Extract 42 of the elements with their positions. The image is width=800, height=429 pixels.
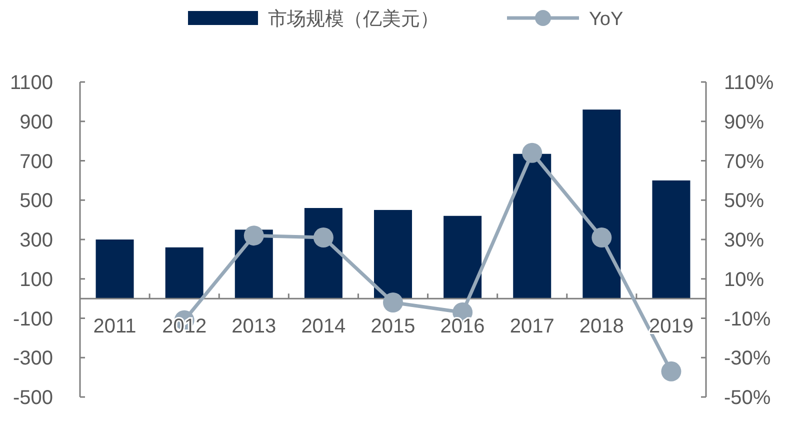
bar xyxy=(513,154,552,299)
y-tick-label: 1100 xyxy=(10,72,53,94)
legend-label: 市场规模（亿美元） xyxy=(268,8,439,30)
bar xyxy=(165,247,204,299)
point xyxy=(313,228,334,248)
point xyxy=(592,228,612,248)
y2-tick-label: -10% xyxy=(724,308,771,330)
point xyxy=(244,226,264,246)
point xyxy=(383,292,403,312)
y2-tick-label: 90% xyxy=(724,111,764,134)
y-tick-label: -500 xyxy=(12,387,53,409)
y2-tick-label: 10% xyxy=(724,268,764,291)
legend-label: YoY xyxy=(589,9,624,30)
y-tick-label: 900 xyxy=(20,111,53,134)
x-tick-label: 2015 xyxy=(370,316,416,338)
y2-tick-label: 70% xyxy=(724,150,764,173)
point xyxy=(661,361,682,382)
point xyxy=(522,142,542,163)
bar xyxy=(96,240,134,299)
bar xyxy=(652,180,690,299)
x-tick-label: 2016 xyxy=(440,316,485,338)
x-tick-label: 2011 xyxy=(93,316,136,338)
y2-tick-label: 110% xyxy=(724,72,774,94)
y-tick-label: 300 xyxy=(20,230,53,252)
bar xyxy=(582,110,621,299)
y-tick-label: 700 xyxy=(20,150,53,173)
y-tick-label: -100 xyxy=(12,308,53,330)
x-tick-label: 2018 xyxy=(579,316,624,338)
x-tick-label: 2013 xyxy=(232,316,276,338)
x-tick-label: 2014 xyxy=(301,316,346,338)
x-tick-label: 2017 xyxy=(510,316,554,338)
y2-tick-label: 30% xyxy=(724,230,764,252)
bar xyxy=(444,216,482,299)
y2-tick-label: -30% xyxy=(724,348,771,370)
y2-tick-label: 50% xyxy=(724,190,764,212)
y-tick-label: 500 xyxy=(20,190,53,212)
x-tick-label: 2012 xyxy=(162,316,207,338)
y-tick-label: 100 xyxy=(20,268,53,291)
x-tick-label: 2019 xyxy=(648,316,694,338)
bar xyxy=(374,210,412,299)
y2-tick-label: -50% xyxy=(724,387,771,409)
y-tick-label: -300 xyxy=(12,348,53,370)
